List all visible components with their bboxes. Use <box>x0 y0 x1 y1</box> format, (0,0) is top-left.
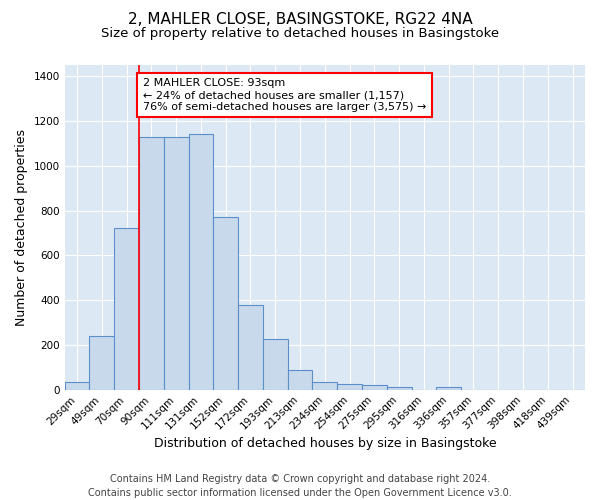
X-axis label: Distribution of detached houses by size in Basingstoke: Distribution of detached houses by size … <box>154 437 496 450</box>
Bar <box>387 386 412 390</box>
Bar <box>188 134 214 390</box>
Bar <box>263 340 287 390</box>
Bar <box>214 218 238 390</box>
Bar <box>313 382 337 390</box>
Bar <box>287 370 313 390</box>
Y-axis label: Number of detached properties: Number of detached properties <box>15 129 28 326</box>
Bar <box>238 304 263 390</box>
Bar <box>436 386 461 390</box>
Bar <box>337 384 362 390</box>
Text: Contains HM Land Registry data © Crown copyright and database right 2024.
Contai: Contains HM Land Registry data © Crown c… <box>88 474 512 498</box>
Bar <box>65 382 89 390</box>
Text: 2 MAHLER CLOSE: 93sqm
← 24% of detached houses are smaller (1,157)
76% of semi-d: 2 MAHLER CLOSE: 93sqm ← 24% of detached … <box>143 78 426 112</box>
Bar <box>164 136 188 390</box>
Bar <box>362 385 387 390</box>
Bar <box>139 136 164 390</box>
Bar <box>114 228 139 390</box>
Bar <box>89 336 114 390</box>
Text: 2, MAHLER CLOSE, BASINGSTOKE, RG22 4NA: 2, MAHLER CLOSE, BASINGSTOKE, RG22 4NA <box>128 12 472 28</box>
Text: Size of property relative to detached houses in Basingstoke: Size of property relative to detached ho… <box>101 28 499 40</box>
